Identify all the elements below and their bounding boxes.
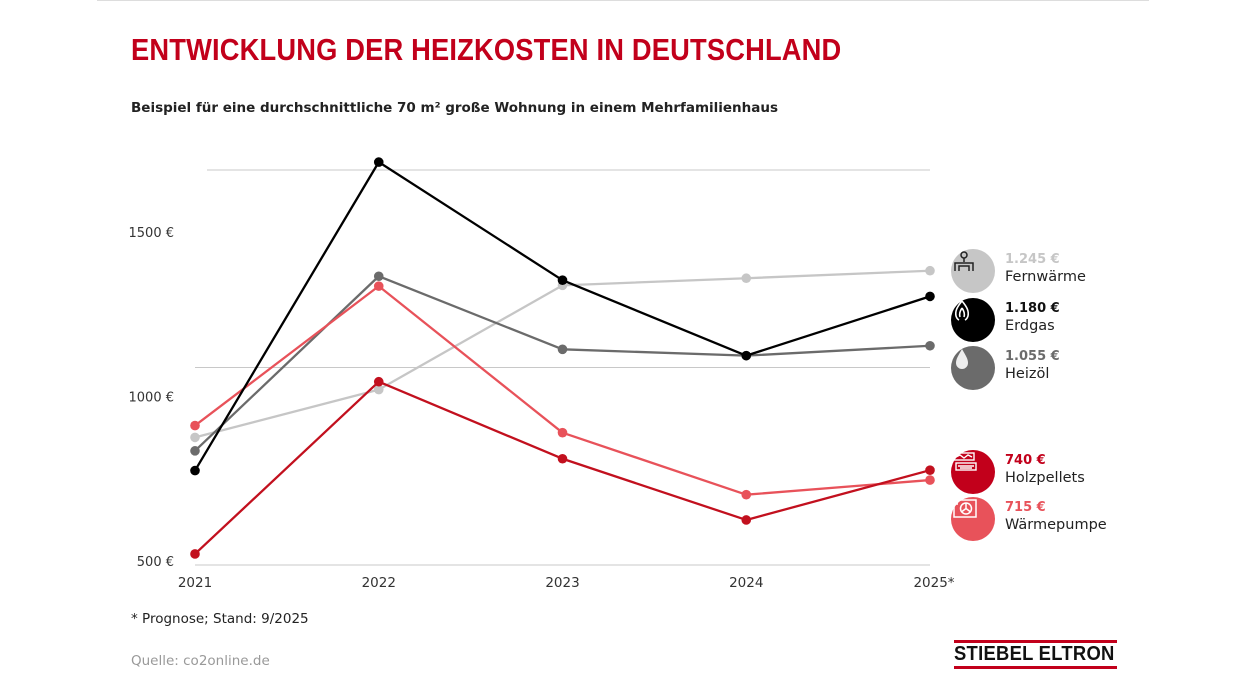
legend-label: Heizöl — [1005, 366, 1050, 382]
legend-value: 740 € — [1005, 453, 1046, 468]
data-point-heizöl-2025* — [925, 340, 935, 351]
legend-value: 1.245 € — [1005, 252, 1060, 267]
forecast-note: * Prognose; Stand: 9/2025 — [131, 611, 309, 627]
y-tick-label: 1500 € — [129, 226, 175, 241]
data-point-holzpellets-2024 — [741, 515, 752, 525]
data-point-wärmepumpe-2024 — [741, 489, 752, 500]
y-tick-label: 1000 € — [129, 391, 175, 406]
oil-drop-icon — [951, 346, 995, 390]
data-point-wärmepumpe-2021 — [190, 420, 200, 431]
data-point-fernwärme-2025* — [925, 265, 935, 276]
district-heating-pipe-icon — [951, 249, 995, 293]
data-point-heizöl-2023 — [557, 344, 568, 355]
data-point-holzpellets-2023 — [557, 453, 568, 464]
wood-pellets-icon — [951, 450, 995, 494]
data-point-erdgas-2025* — [925, 291, 935, 302]
gas-flame-icon — [951, 298, 995, 342]
legend-label: Erdgas — [1005, 318, 1055, 334]
data-point-holzpellets-2022 — [373, 376, 384, 387]
x-tick-label: 2021 — [178, 575, 212, 591]
logo-bar — [954, 640, 1117, 643]
series-line-erdgas — [194, 160, 931, 472]
data-point-wärmepumpe-2025* — [925, 475, 935, 485]
data-point-holzpellets-2025* — [925, 465, 935, 476]
legend-label: Fernwärme — [1005, 269, 1086, 285]
data-point-heizöl-2022 — [373, 271, 384, 282]
logo-bar — [954, 666, 1117, 669]
x-tick-label: 2025* — [913, 575, 954, 591]
data-point-fernwärme-2021 — [190, 432, 200, 443]
legend-value: 1.180 € — [1005, 301, 1060, 316]
x-tick-label: 2024 — [729, 575, 763, 591]
data-point-erdgas-2021 — [190, 465, 200, 476]
data-point-erdgas-2022 — [373, 157, 384, 167]
top-divider — [97, 0, 1149, 1]
legend-label: Holzpellets — [1005, 470, 1085, 486]
data-point-heizöl-2021 — [190, 446, 200, 456]
x-tick-label: 2022 — [362, 575, 396, 591]
source-text: Quelle: co2online.de — [131, 653, 270, 669]
legend-label: Wärmepumpe — [1005, 517, 1107, 533]
series-line-heizöl — [194, 275, 931, 452]
data-point-fernwärme-2024 — [741, 273, 752, 284]
stiebel-eltron-logo: STIEBEL ELTRON — [954, 640, 1117, 669]
data-point-fernwärme-2022 — [373, 384, 384, 395]
chart-subtitle: Beispiel für eine durchschnittliche 70 m… — [131, 100, 779, 116]
x-tick-label: 2023 — [545, 575, 579, 591]
legend-value: 715 € — [1005, 500, 1046, 515]
data-point-holzpellets-2021 — [190, 549, 200, 559]
data-point-wärmepumpe-2022 — [373, 281, 384, 291]
data-point-erdgas-2023 — [557, 275, 568, 286]
data-point-wärmepumpe-2023 — [557, 427, 568, 438]
heat-pump-icon — [951, 497, 995, 541]
y-tick-label: 500 € — [137, 555, 174, 570]
logo-text: STIEBEL ELTRON — [954, 643, 1115, 665]
chart-title: ENTWICKLUNG DER HEIZKOSTEN IN DEUTSCHLAN… — [131, 32, 842, 67]
data-point-erdgas-2024 — [741, 350, 752, 361]
legend-value: 1.055 € — [1005, 349, 1060, 364]
